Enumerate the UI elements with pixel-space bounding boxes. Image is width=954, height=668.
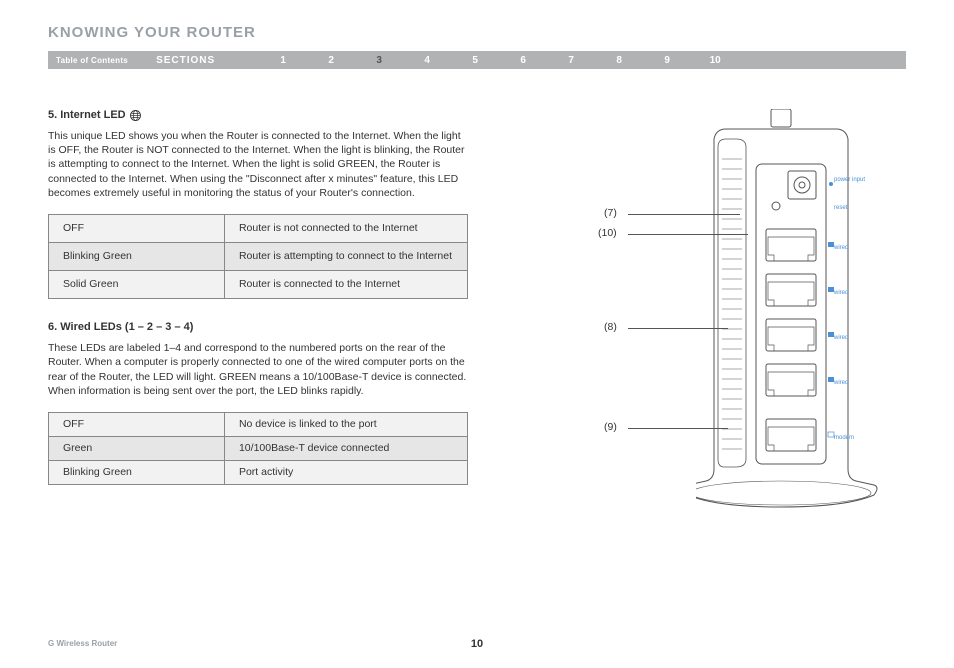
nav-item-9[interactable]: 9	[643, 55, 691, 66]
port-label-modem: modem	[834, 435, 854, 441]
table-row: OFFNo device is linked to the port	[49, 412, 468, 436]
port-label-wired-2: wired	[833, 290, 848, 296]
table-row: Solid GreenRouter is connected to the In…	[49, 271, 468, 299]
port-label-wired-1: wired	[833, 245, 848, 251]
section6-body: These LEDs are labeled 1–4 and correspon…	[48, 341, 468, 398]
table-row: Green10/100Base-T device connected	[49, 437, 468, 461]
nav-item-3[interactable]: 3	[355, 55, 403, 66]
nav-item-10[interactable]: 10	[691, 55, 739, 66]
page-title: KNOWING YOUR ROUTER	[48, 24, 906, 41]
router-diagram: (7) (10) (8) (9)	[498, 109, 906, 539]
section5-table: OFFRouter is not connected to the Intern…	[48, 214, 468, 299]
section6-table: OFFNo device is linked to the port Green…	[48, 412, 468, 485]
nav-item-8[interactable]: 8	[595, 55, 643, 66]
section6-heading: 6. Wired LEDs (1 – 2 – 3 – 4)	[48, 321, 468, 333]
globe-icon	[130, 110, 141, 121]
port-label-reset: reset	[834, 205, 848, 211]
router-drawing: power input reset wired wired wired wire…	[696, 109, 886, 529]
page-footer: G Wireless Router 10	[48, 639, 906, 648]
callout-9: (9)	[604, 421, 617, 433]
nav-sections-label: SECTIONS	[156, 55, 215, 66]
nav-item-2[interactable]: 2	[307, 55, 355, 66]
table-row: OFFRouter is not connected to the Intern…	[49, 214, 468, 242]
port-label-wired-4: wired	[833, 380, 848, 386]
table-row: Blinking GreenRouter is attempting to co…	[49, 242, 468, 270]
footer-page-number: 10	[471, 638, 483, 650]
section-nav: Table of Contents SECTIONS 1 2 3 4 5 6 7…	[48, 51, 906, 69]
nav-item-4[interactable]: 4	[403, 55, 451, 66]
section6-heading-text: 6. Wired LEDs (1 – 2 – 3 – 4)	[48, 321, 193, 333]
nav-item-5[interactable]: 5	[451, 55, 499, 66]
footer-product-name: G Wireless Router	[48, 639, 117, 648]
table-row: Blinking GreenPort activity	[49, 461, 468, 485]
callout-7: (7)	[604, 207, 617, 219]
nav-item-1[interactable]: 1	[259, 55, 307, 66]
section5-body: This unique LED shows you when the Route…	[48, 129, 468, 200]
callout-10: (10)	[598, 227, 617, 239]
section5-heading: 5. Internet LED	[48, 109, 468, 121]
nav-item-6[interactable]: 6	[499, 55, 547, 66]
port-label-power: power input	[834, 177, 865, 183]
port-label-wired-3: wired	[833, 335, 848, 341]
nav-item-7[interactable]: 7	[547, 55, 595, 66]
section5-heading-text: 5. Internet LED	[48, 109, 126, 121]
nav-toc-link[interactable]: Table of Contents	[56, 56, 128, 65]
callout-8: (8)	[604, 321, 617, 333]
